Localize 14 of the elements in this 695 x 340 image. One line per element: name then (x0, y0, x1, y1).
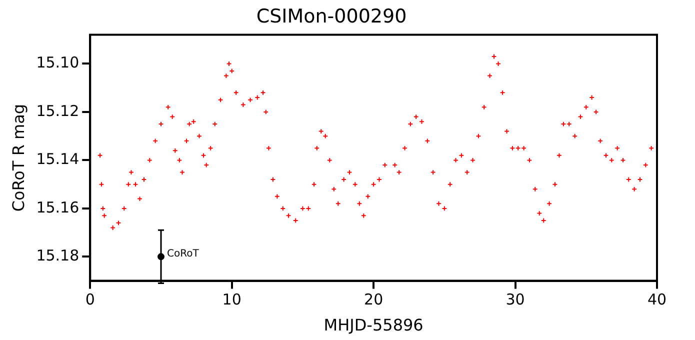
x-tick-label: 30 (506, 290, 525, 309)
x-tick-label: 0 (85, 290, 95, 309)
y-tick-label: 15.16 (36, 198, 80, 216)
y-tick-label: 15.10 (36, 54, 80, 72)
y-tick-label: 15.14 (36, 150, 80, 168)
y-tick-label: 15.12 (36, 102, 80, 120)
x-tick-label: 40 (647, 290, 667, 309)
x-tick-label: 20 (364, 290, 384, 309)
x-axis-title: MHJD-55896 (324, 316, 424, 335)
chart-title: CSIMon-000290 (256, 5, 407, 28)
x-tick-label: 10 (222, 290, 242, 309)
y-tick-label: 15.18 (36, 246, 80, 265)
annotation: CoRoT (167, 248, 200, 260)
y-axis-title: CoRoT R mag (8, 104, 28, 212)
